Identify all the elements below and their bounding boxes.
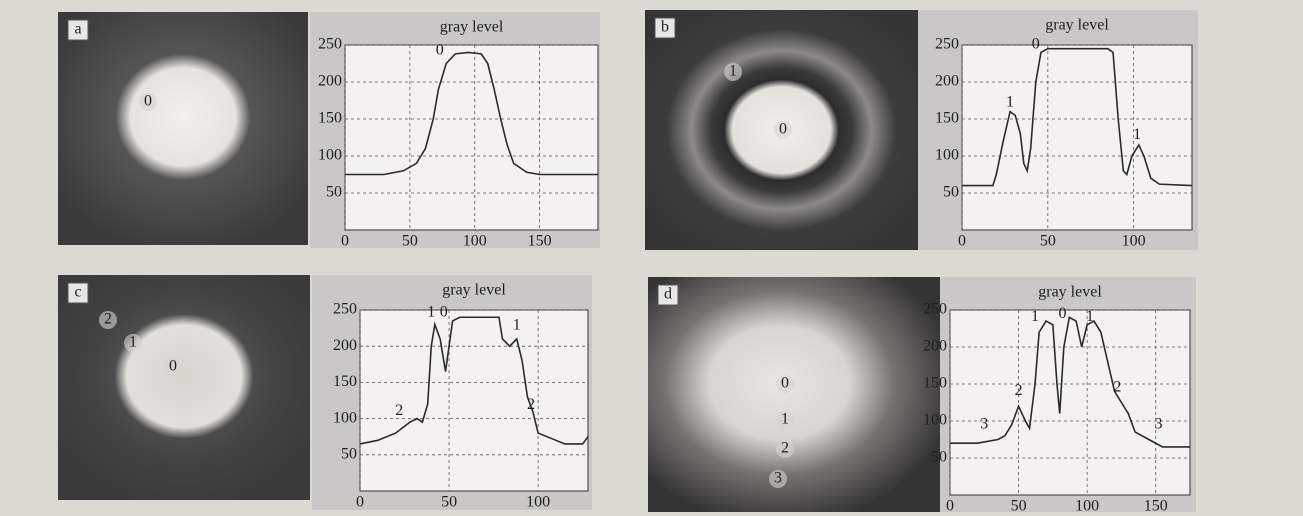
plot-area (961, 44, 1193, 231)
y-tick-label: 100 (333, 409, 357, 426)
x-tick-label: 150 (528, 233, 552, 250)
y-tick-label: 100 (318, 147, 342, 164)
chart-title: gray level (1045, 17, 1109, 34)
x-tick-label: 0 (958, 233, 966, 250)
panel-letter: c (74, 284, 81, 301)
image-label: 0 (169, 358, 177, 375)
x-tick-label: 0 (341, 233, 349, 250)
image-label-circle (139, 93, 157, 111)
image-label-circle (776, 375, 794, 393)
x-tick-label: 100 (1075, 498, 1099, 515)
sample-image (58, 12, 308, 245)
panel-letter: d (664, 286, 672, 303)
chart-title: gray level (440, 19, 504, 36)
image-label-circle (769, 470, 787, 488)
y-tick-label: 100 (923, 412, 947, 429)
annotation: 0 (1032, 36, 1040, 53)
annotation: 1 (427, 304, 435, 321)
y-tick-label: 50 (943, 184, 959, 201)
annotation: 1 (1031, 308, 1039, 325)
image-label-circle (776, 440, 794, 458)
profile-line (359, 316, 589, 445)
panel-letter-box (67, 19, 89, 41)
y-tick-label: 150 (935, 110, 959, 127)
y-tick-label: 200 (923, 338, 947, 355)
image-label: 3 (774, 470, 782, 487)
image-label-circle (774, 121, 792, 139)
x-tick-label: 50 (1011, 498, 1027, 515)
annotation: 2 (527, 396, 535, 413)
image-label-circle (776, 411, 794, 429)
panel-letter-box (654, 17, 676, 39)
image-label-circle (724, 63, 742, 81)
y-tick-label: 200 (318, 73, 342, 90)
panel-letter-box (67, 282, 89, 304)
image-label: 0 (144, 93, 152, 110)
image-label: 0 (781, 375, 789, 392)
panel-letter-box (657, 284, 679, 306)
plot-area (359, 309, 589, 492)
annotation: 0 (436, 42, 444, 59)
y-tick-label: 250 (318, 36, 342, 53)
image-label-circle (124, 334, 142, 352)
y-tick-label: 50 (326, 184, 342, 201)
y-tick-label: 150 (333, 373, 357, 390)
y-tick-label: 250 (923, 301, 947, 318)
y-tick-label: 50 (931, 449, 947, 466)
annotation: 0 (440, 304, 448, 321)
image-label: 2 (781, 440, 789, 457)
x-tick-label: 0 (946, 498, 954, 515)
y-tick-label: 50 (341, 445, 357, 462)
x-tick-label: 50 (1040, 233, 1056, 250)
image-label: 2 (104, 311, 112, 328)
profile-line (950, 316, 1190, 448)
profile-line (962, 47, 1193, 187)
chart-title: gray level (1038, 284, 1102, 301)
x-tick-label: 50 (402, 233, 418, 250)
annotation: 3 (1154, 415, 1162, 432)
x-tick-label: 100 (1122, 233, 1146, 250)
annotation: 2 (1015, 382, 1023, 399)
y-tick-label: 200 (935, 73, 959, 90)
profile-line (345, 51, 598, 176)
annotation: 1 (1006, 93, 1014, 110)
plot-area (344, 44, 599, 231)
image-label-circle (99, 311, 117, 329)
x-tick-label: 50 (441, 494, 457, 511)
image-label: 1 (729, 63, 737, 80)
annotation: 1 (513, 317, 521, 334)
image-label: 0 (779, 121, 787, 138)
annotation: 0 (1058, 305, 1066, 322)
y-tick-label: 250 (333, 301, 357, 318)
y-tick-label: 100 (935, 147, 959, 164)
x-tick-label: 0 (356, 494, 364, 511)
y-tick-label: 150 (923, 375, 947, 392)
image-label: 1 (129, 334, 137, 351)
x-tick-label: 100 (463, 233, 487, 250)
x-tick-label: 100 (526, 494, 550, 511)
y-tick-label: 150 (318, 110, 342, 127)
annotation: 2 (1113, 378, 1121, 395)
annotation: 3 (980, 415, 988, 432)
sample-image (58, 275, 310, 500)
plot-area (949, 309, 1191, 496)
chart-title: gray level (442, 282, 506, 299)
y-tick-label: 200 (333, 337, 357, 354)
annotation: 2 (395, 402, 403, 419)
y-tick-label: 250 (935, 36, 959, 53)
sample-image (648, 277, 940, 512)
panel-letter: b (661, 19, 669, 36)
panel-letter: a (74, 21, 81, 38)
annotation: 1 (1086, 308, 1094, 325)
x-tick-label: 150 (1144, 498, 1168, 515)
annotation: 1 (1133, 126, 1141, 143)
image-label-circle (164, 358, 182, 376)
image-label: 1 (781, 411, 789, 428)
